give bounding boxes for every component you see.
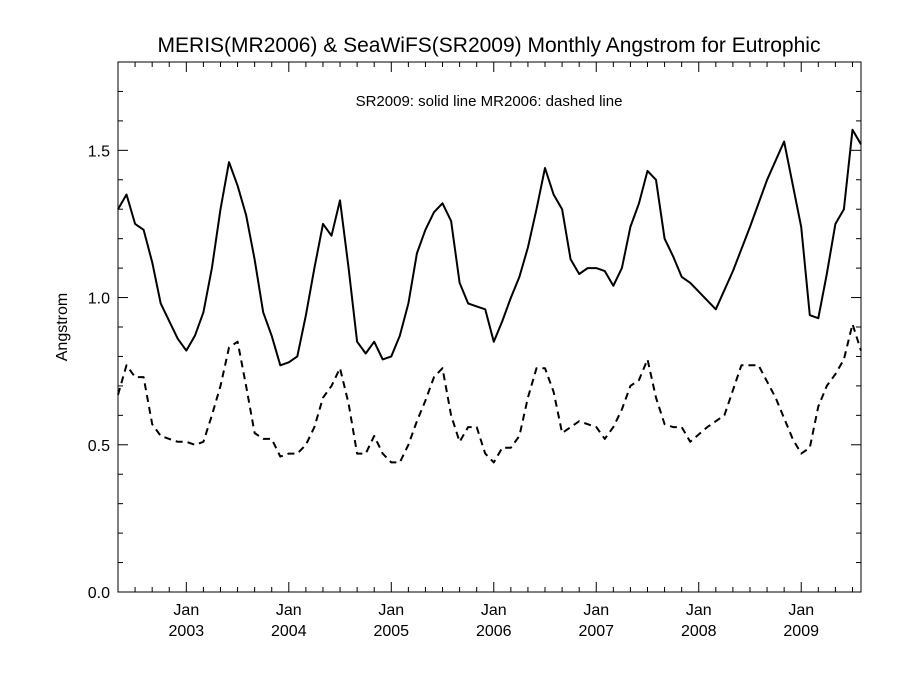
y-tick-label: 0.5 — [88, 438, 110, 455]
x-tick-label-month: Jan — [378, 602, 404, 619]
series-annotation: SR2009: solid line MR2006: dashed line — [356, 93, 623, 110]
data-lines — [117, 128, 862, 464]
x-tick-label-month: Jan — [583, 602, 609, 619]
series-line-sr2009 — [117, 128, 862, 367]
series-line-mr2006 — [117, 323, 862, 464]
y-tick-label: 1.5 — [88, 143, 110, 160]
x-tick-label-month: Jan — [173, 602, 199, 619]
x-tick-label-month: Jan — [686, 602, 712, 619]
y-axis-label: Angstrom — [54, 293, 71, 361]
y-tick-label: 1.0 — [88, 291, 110, 308]
axis-ticks: 0.0 0.5 1.0 1.5 Jan 2003 Jan 2004 Jan 2005 Jan 2006… — [88, 61, 861, 640]
x-tick-label-month: Jan — [276, 602, 302, 619]
x-tick-label-year: 2005 — [373, 623, 409, 640]
x-tick-label-month: Jan — [481, 602, 507, 619]
chart-title: MERIS(MR2006) & SeaWiFS(SR2009) Monthly … — [158, 34, 821, 57]
x-tick-label-year: 2003 — [169, 623, 205, 640]
x-tick-label-month: Jan — [788, 602, 814, 619]
x-tick-label-year: 2007 — [578, 623, 614, 640]
x-tick-label-year: 2004 — [271, 623, 307, 640]
x-tick-label-year: 2009 — [783, 623, 819, 640]
y-tick-label: 0.0 — [88, 585, 110, 602]
x-tick-label-year: 2008 — [681, 623, 717, 640]
x-tick-label-year: 2006 — [476, 623, 512, 640]
